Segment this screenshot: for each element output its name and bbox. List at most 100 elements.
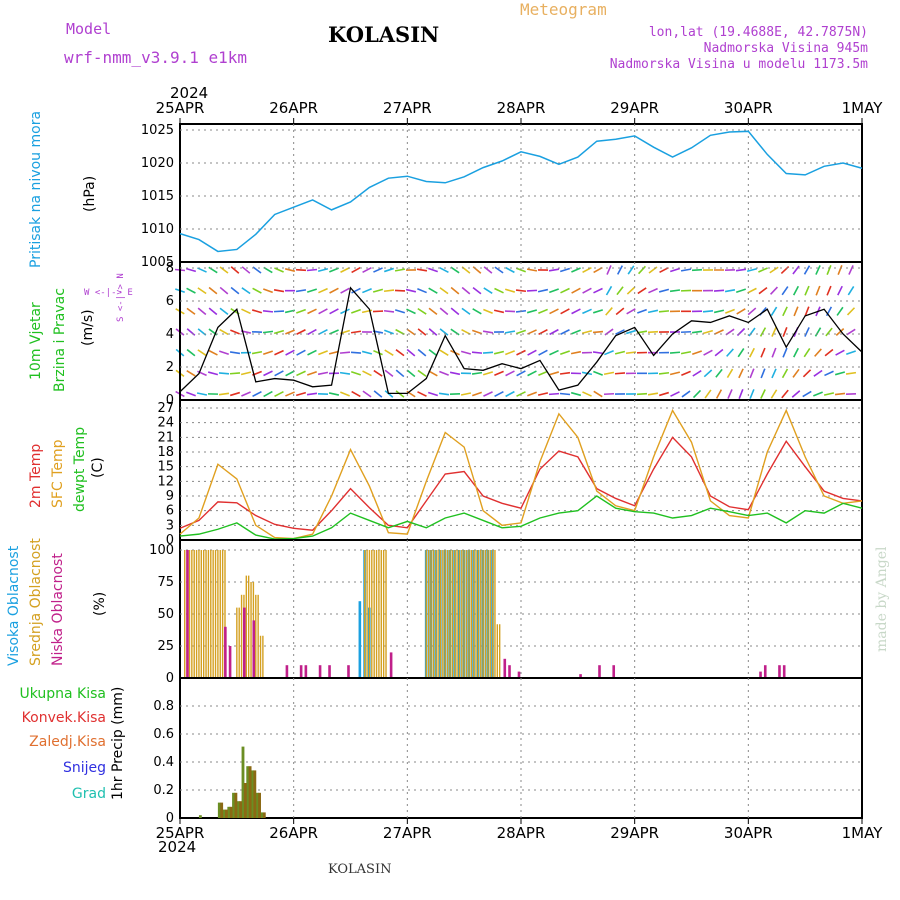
- cloud-bar-low: [612, 665, 616, 678]
- wind-barb: [681, 390, 691, 398]
- wind-barb: [560, 329, 570, 335]
- wind-barb: [252, 266, 262, 274]
- wind-barb: [792, 368, 800, 378]
- wind-barb: [781, 286, 789, 296]
- wind-barb: [749, 347, 755, 358]
- precip-bar-convective: [248, 766, 252, 818]
- series-line-2m-temp: [179, 436, 863, 531]
- wind-barb: [846, 350, 856, 356]
- wind-barb: [362, 288, 372, 294]
- wind-barb: [626, 308, 636, 315]
- cloud-bar-low: [252, 620, 256, 678]
- wind-barb: [394, 268, 406, 272]
- wind-barb: [362, 390, 372, 398]
- cloud-bar-low: [186, 550, 189, 678]
- wind-barb: [714, 348, 724, 357]
- wind-barb: [416, 268, 428, 272]
- wind-barb: [781, 368, 789, 379]
- station-title: KOLASIN: [328, 22, 440, 47]
- wind-barb: [747, 307, 757, 316]
- wind-barb: [230, 266, 240, 274]
- wind-barb: [263, 288, 273, 294]
- tick-label-cloud: 75: [157, 575, 174, 590]
- date-label-top: 27APR: [383, 99, 432, 117]
- wind-barb: [196, 392, 208, 396]
- wind-barb: [625, 329, 637, 335]
- wind-barb: [285, 391, 295, 397]
- date-label-bottom: 30APR: [724, 824, 773, 842]
- tick-label-temperature: 3: [166, 518, 174, 533]
- precip-legend-snow: Snijeg: [62, 760, 106, 776]
- wind-barb: [350, 351, 362, 354]
- wind-barb: [559, 392, 571, 396]
- wind-barb: [582, 391, 592, 397]
- wind-barb: [428, 267, 438, 273]
- wind-barb: [837, 265, 843, 275]
- wind-barb: [482, 351, 494, 354]
- wind-barb: [549, 308, 559, 315]
- wind-barb: [747, 287, 757, 294]
- precip-bar-total: [198, 815, 202, 818]
- wind-barb: [760, 389, 766, 399]
- wind-barb: [570, 350, 582, 355]
- tick-label-pressure: 1010: [141, 222, 174, 237]
- wind-barb: [736, 308, 746, 315]
- wind-barb: [273, 310, 285, 313]
- wind-barb: [804, 327, 810, 337]
- wind-barb: [526, 309, 538, 314]
- wind-speed-line: [179, 286, 863, 395]
- panel-frame-temperature: [179, 399, 863, 541]
- wind-barb: [274, 370, 284, 377]
- wind-barb: [505, 390, 515, 398]
- wind-barb: [782, 347, 788, 358]
- wind-barb: [439, 287, 449, 295]
- tick-label-wind: 6: [166, 294, 174, 309]
- wind-barb: [605, 285, 613, 296]
- wind-barb: [383, 267, 395, 273]
- wind-barb: [834, 371, 846, 376]
- precip-bar-convective: [229, 806, 233, 818]
- wind-barb: [439, 370, 449, 376]
- wind-barb: [417, 288, 427, 294]
- wind-barb: [295, 391, 307, 397]
- wind-barb: [405, 288, 417, 293]
- wind-barb: [758, 287, 768, 295]
- wind-barb: [781, 389, 789, 399]
- wind-barb: [207, 371, 219, 376]
- wind-barb: [658, 371, 670, 375]
- wind-barb: [439, 266, 449, 274]
- precip-bar-total: [236, 801, 240, 818]
- wind-barb: [329, 267, 339, 273]
- wind-barb: [615, 329, 625, 335]
- wind-barb: [759, 327, 767, 337]
- wind-barb: [427, 391, 439, 397]
- wind-barb: [230, 286, 240, 295]
- wind-barb: [606, 265, 612, 275]
- wind-barb: [285, 370, 295, 377]
- precip-bar-convective: [239, 801, 243, 818]
- wind-barb: [549, 288, 559, 294]
- cloud-bar-low: [347, 665, 350, 678]
- wind-barb: [826, 285, 832, 296]
- cloud-bar-low: [759, 671, 762, 678]
- lonlat-label: lon,lat (19.4688E, 42.7875N): [648, 25, 868, 40]
- cloud-bar-low: [304, 665, 308, 678]
- wind-barb: [802, 390, 812, 398]
- wind-barb: [417, 391, 427, 397]
- year-bottom: 2024: [158, 838, 197, 856]
- wind-barb: [351, 266, 361, 274]
- cloud-bar-low: [503, 658, 507, 678]
- wind-barb: [274, 267, 284, 273]
- precip-bar-total: [217, 802, 221, 818]
- wind-barb: [494, 287, 504, 294]
- wind-barb: [472, 329, 482, 335]
- wind-barb: [725, 308, 735, 314]
- wind-barb: [350, 330, 362, 334]
- wind-barb: [384, 369, 394, 378]
- wind-barb: [835, 349, 845, 356]
- wind-barb: [285, 329, 295, 335]
- wind-barb: [373, 390, 383, 398]
- wind-barb: [735, 288, 747, 293]
- panel-frame-cloud: [179, 539, 863, 679]
- wind-barb: [813, 391, 823, 397]
